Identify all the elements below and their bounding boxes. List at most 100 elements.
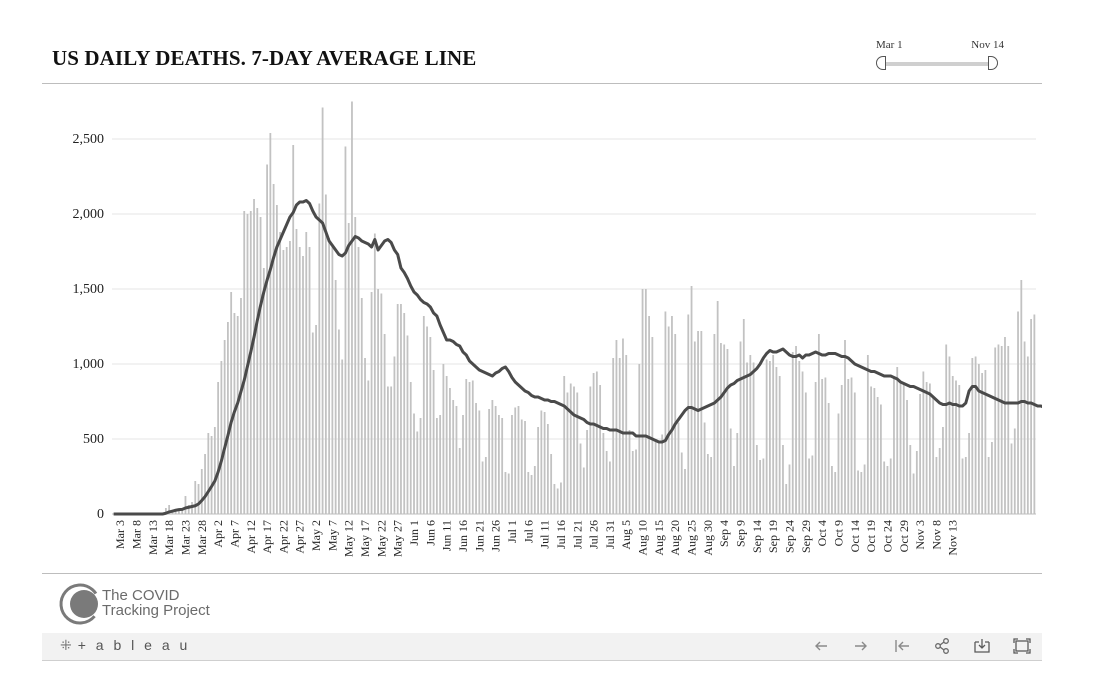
download-icon <box>974 639 990 653</box>
x-tick-label: Apr 12 <box>244 520 258 554</box>
bar <box>308 247 311 514</box>
download-button[interactable] <box>971 636 993 656</box>
bar <box>543 412 546 514</box>
bar <box>230 292 233 514</box>
bar <box>582 467 585 514</box>
bar <box>651 337 654 514</box>
bar <box>909 445 912 514</box>
bar <box>452 400 455 514</box>
bar <box>298 247 301 514</box>
range-slider-track[interactable] <box>878 62 998 66</box>
x-tick-label: Nov 3 <box>913 520 927 550</box>
bar <box>938 448 941 514</box>
x-tick-label: Mar 8 <box>130 520 144 549</box>
x-tick-label: Mar 3 <box>113 520 127 549</box>
bar <box>475 403 477 514</box>
range-start-handle[interactable] <box>876 56 886 70</box>
bar <box>556 488 559 514</box>
bar <box>605 451 608 514</box>
bar <box>318 203 321 514</box>
bar <box>955 380 957 514</box>
bar <box>958 385 961 514</box>
bar <box>396 304 399 514</box>
undo-button[interactable] <box>810 636 832 656</box>
bar <box>703 422 706 514</box>
bar <box>403 313 406 514</box>
tableau-brand[interactable]: ⁜ + a b l e a u <box>60 637 190 654</box>
bar <box>465 379 468 514</box>
revert-icon <box>895 640 909 652</box>
bar <box>795 346 797 514</box>
bar <box>285 247 288 514</box>
bar <box>942 427 944 514</box>
bar <box>847 379 850 514</box>
bar <box>863 464 866 514</box>
x-tick-label: Apr 17 <box>260 520 274 554</box>
bar <box>801 371 804 514</box>
bar <box>945 344 948 514</box>
bar <box>517 406 520 514</box>
bar <box>785 484 788 514</box>
range-start-label: Mar 1 <box>876 39 903 51</box>
date-range-filter[interactable]: Mar 1 Nov 14 <box>872 38 1006 74</box>
x-tick-label: Oct 4 <box>815 520 829 546</box>
bar <box>661 434 664 514</box>
tableau-wordmark: + a b l e a u <box>77 637 191 653</box>
share-button[interactable] <box>931 636 953 656</box>
bar <box>527 472 530 514</box>
bar <box>259 217 262 514</box>
bar <box>971 358 974 514</box>
bar <box>1017 311 1019 514</box>
bar <box>769 361 771 514</box>
bar <box>537 427 539 514</box>
bar <box>765 359 768 514</box>
revert-button[interactable] <box>891 636 913 656</box>
fullscreen-button[interactable] <box>1011 636 1033 656</box>
redo-button[interactable] <box>850 636 872 656</box>
bar <box>870 386 873 514</box>
bar <box>560 482 562 514</box>
bar <box>615 340 618 514</box>
x-tick-label: Apr 7 <box>227 520 241 548</box>
bar <box>824 377 827 514</box>
bar <box>514 407 517 514</box>
bar <box>821 379 824 514</box>
x-tick-label: May 22 <box>374 520 388 557</box>
bar <box>723 344 726 514</box>
bar <box>631 451 634 514</box>
bar <box>240 298 242 514</box>
x-tick-label: May 7 <box>325 520 339 551</box>
bar <box>641 289 644 514</box>
bar <box>726 349 729 514</box>
bar <box>873 388 876 514</box>
bar <box>462 415 464 514</box>
range-end-handle[interactable] <box>988 56 998 70</box>
bar <box>687 314 690 514</box>
x-tick-label: Nov 8 <box>929 520 943 550</box>
bar <box>599 385 602 514</box>
bar <box>338 329 340 514</box>
bar <box>184 496 187 514</box>
bar <box>207 433 210 514</box>
bar <box>484 457 487 514</box>
bar <box>249 211 252 514</box>
bar <box>850 377 853 514</box>
bar <box>540 410 543 514</box>
bar <box>563 376 566 514</box>
x-tick-label: Jun 11 <box>440 520 454 551</box>
bar <box>367 380 370 514</box>
bar <box>393 356 396 514</box>
x-tick-label: Mar 18 <box>162 520 176 555</box>
bar <box>880 404 882 514</box>
bar <box>775 367 778 514</box>
bar <box>602 433 605 514</box>
bar <box>305 232 308 514</box>
bar <box>566 392 569 514</box>
bar <box>1013 428 1016 514</box>
bar <box>481 461 484 514</box>
bar <box>925 382 928 514</box>
logo-line-1: The COVID <box>102 587 180 604</box>
bar <box>896 367 899 514</box>
tableau-toolbar: ⁜ + a b l e a u <box>42 633 1042 661</box>
x-tick-label: May 17 <box>358 520 372 557</box>
